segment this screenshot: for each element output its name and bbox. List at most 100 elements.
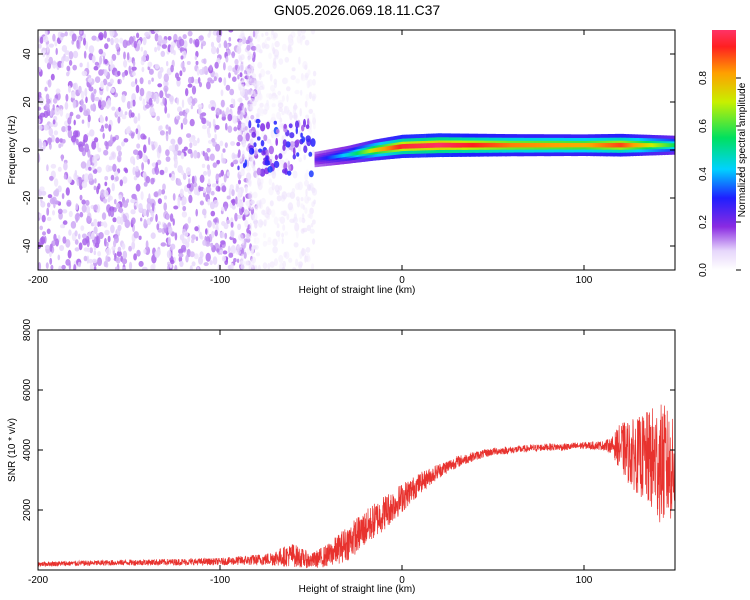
ridge-segment xyxy=(375,147,377,152)
noise-blob xyxy=(228,72,231,79)
noise-blob xyxy=(283,77,289,84)
ridge-segment xyxy=(444,142,446,148)
noise-blob xyxy=(251,82,256,87)
ridge-segment xyxy=(409,143,411,149)
noise-blob xyxy=(157,198,162,205)
colorbar-tick-label: 0.4 xyxy=(698,167,709,181)
noise-blob xyxy=(78,85,82,94)
noise-blob xyxy=(45,102,50,110)
noise-blob xyxy=(64,56,70,62)
noise-blob xyxy=(221,157,226,164)
ridge-segment xyxy=(339,154,341,158)
noise-blob xyxy=(245,39,250,45)
noise-blob xyxy=(41,190,47,196)
ridge-segment xyxy=(359,150,361,155)
noise-blob xyxy=(163,73,169,83)
noise-blob xyxy=(256,123,260,128)
noise-blob xyxy=(74,230,78,237)
ridge-segment xyxy=(327,156,329,160)
noise-blob xyxy=(184,223,189,230)
noise-blob xyxy=(179,188,184,198)
noise-blob xyxy=(176,181,182,186)
ridge-segment xyxy=(666,143,668,148)
ridge-segment xyxy=(556,143,559,148)
ridge-segment xyxy=(405,143,407,149)
noise-blob xyxy=(217,186,221,192)
noise-blob xyxy=(158,144,162,154)
noise-blob xyxy=(79,106,83,113)
ridge-segment xyxy=(469,142,471,148)
noise-blob xyxy=(83,37,86,46)
noise-blob xyxy=(81,181,88,188)
ridge-segment xyxy=(588,143,591,148)
ridge-segment xyxy=(374,147,376,153)
noise-blob xyxy=(310,138,316,147)
noise-blob xyxy=(191,261,196,267)
noise-blob xyxy=(301,248,307,256)
noise-blob xyxy=(122,213,126,220)
noise-blob xyxy=(245,81,251,87)
noise-blob xyxy=(210,210,216,217)
noise-blob xyxy=(303,154,307,161)
noise-blob xyxy=(265,70,271,75)
noise-blob xyxy=(103,189,109,198)
noise-blob xyxy=(89,263,94,270)
colorbar-label: Normalized spectral amplitude xyxy=(737,82,748,217)
noise-blob xyxy=(301,30,306,36)
ridge-segment xyxy=(315,157,317,161)
noise-blob xyxy=(123,138,129,143)
noise-blob xyxy=(230,262,234,270)
noise-blob xyxy=(201,117,206,124)
noise-blob xyxy=(121,258,128,265)
noise-blob xyxy=(50,163,57,169)
ridge-segment xyxy=(343,153,345,158)
ridge-segment xyxy=(413,143,415,149)
ridge-segment xyxy=(418,143,420,149)
noise-blob xyxy=(126,101,131,109)
noise-blob xyxy=(57,166,62,172)
noise-blob xyxy=(83,173,89,182)
ridge-segment xyxy=(433,143,435,148)
noise-blob xyxy=(104,58,108,65)
noise-blob xyxy=(114,266,119,270)
noise-blob xyxy=(261,42,266,49)
noise-blob xyxy=(143,50,148,57)
noise-blob xyxy=(169,44,175,54)
ridge-segment xyxy=(435,142,437,148)
ridge-segment xyxy=(647,143,649,148)
ridge-segment xyxy=(552,143,555,148)
noise-blob xyxy=(154,33,159,42)
noise-blob xyxy=(97,183,101,190)
noise-blob xyxy=(108,124,112,132)
ridge-segment xyxy=(539,143,542,148)
ridge-segment xyxy=(318,157,320,161)
ridge-segment xyxy=(395,145,397,150)
noise-blob xyxy=(178,256,183,263)
noise-blob xyxy=(67,129,73,139)
noise-blob xyxy=(272,61,277,70)
ridge-segment xyxy=(548,143,551,148)
noise-blob xyxy=(198,256,203,265)
noise-blob xyxy=(154,46,158,53)
noise-blob xyxy=(157,35,163,45)
noise-blob xyxy=(219,231,225,239)
ridge-segment xyxy=(391,145,393,150)
noise-blob xyxy=(148,97,153,106)
noise-blob xyxy=(87,77,93,83)
noise-blob xyxy=(142,153,146,162)
ridge-segment xyxy=(662,143,664,148)
noise-blob xyxy=(191,238,195,244)
noise-blob xyxy=(115,43,120,50)
ridge-segment xyxy=(573,143,576,148)
noise-blob xyxy=(241,206,245,213)
ridge-segment xyxy=(664,143,666,148)
ridge-segment xyxy=(368,149,370,154)
ridge-segment xyxy=(397,144,399,150)
noise-blob xyxy=(39,97,45,106)
noise-blob xyxy=(216,47,220,54)
noise-blob xyxy=(181,211,188,218)
noise-blob xyxy=(97,251,101,257)
noise-blob xyxy=(211,46,217,55)
noise-blob xyxy=(121,72,126,78)
ridge-segment xyxy=(473,142,475,148)
